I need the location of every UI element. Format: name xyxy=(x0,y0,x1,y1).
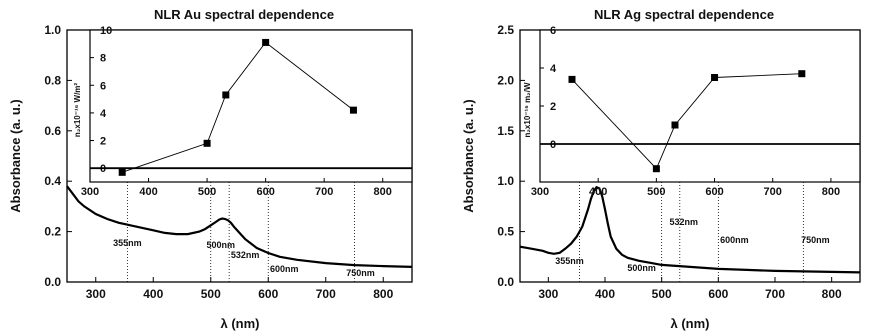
chart-ag-xlabel: λ (nm) xyxy=(671,316,710,331)
inset-data-point xyxy=(568,75,576,83)
chart-ag-title: NLR Ag spectral dependence xyxy=(594,7,774,22)
inset-x-tick-label: 700 xyxy=(315,186,333,198)
chart-au-inset-frame xyxy=(89,29,413,183)
inset-x-tick-label: 500 xyxy=(198,186,216,198)
inset-x-tick-label: 700 xyxy=(764,186,782,198)
inset-y-tick-label: 6 xyxy=(550,25,556,37)
chart-ag-panel: NLR Ag spectral dependence Absorbance (a… xyxy=(461,7,861,331)
inset-y-tick-label: 2 xyxy=(550,101,556,113)
chart-au-inset: 300 400 500 600 700 800 0 2 4 6 8 10 xyxy=(81,25,412,198)
chart-au-xlabel: λ (nm) xyxy=(221,316,260,331)
chart-au-panel: NLR Au spectral dependence Absorbance (a… xyxy=(8,7,413,331)
inset-y-tick-label: 4 xyxy=(550,63,557,75)
inset-data-point xyxy=(711,74,719,81)
inset-x-tick-label: 300 xyxy=(531,186,549,198)
chart-au-ylabel: Absorbance (a. u.) xyxy=(8,99,23,212)
chart-ag-inset-ylabel: n₂x10⁻¹⁶ m₂/W xyxy=(523,82,532,137)
chart-ag-ylabel: Absorbance (a. u.) xyxy=(461,99,476,212)
wavelength-label: 355nm xyxy=(113,238,142,248)
chart-ag-ticks: 300 400 500 600 700 800 0.0 0.5 1.0 1.5 2.0 2.5 xyxy=(497,23,842,301)
chart-ag-inset: 300 400 500 600 700 800 0 2 4 6 xyxy=(531,25,860,198)
inset-x-tick-label: 400 xyxy=(139,186,157,198)
inset-data-point xyxy=(652,165,660,173)
inset-y-tick-label: 8 xyxy=(100,53,106,65)
y-tick-label: 2.0 xyxy=(497,73,514,87)
y-tick-label: 0.0 xyxy=(44,275,61,289)
inset-x-tick-label: 800 xyxy=(374,186,392,198)
inset-y-tick-label: 4 xyxy=(100,108,107,120)
wavelength-label: 500nm xyxy=(627,263,656,273)
x-tick-label: 800 xyxy=(822,287,842,301)
chart-au-inset-ylabel: n₂x10⁻¹⁶ W/m² xyxy=(73,83,82,137)
inset-x-tick-label: 500 xyxy=(647,186,665,198)
wavelength-label: 355nm xyxy=(555,256,584,266)
x-tick-label: 600 xyxy=(708,287,728,301)
chart-ag-absorbance-line xyxy=(519,185,861,274)
y-tick-label: 0.6 xyxy=(44,124,61,138)
inset-x-tick-label: 300 xyxy=(81,186,99,198)
x-tick-label: 600 xyxy=(258,287,278,301)
y-tick-label: 1.0 xyxy=(44,23,61,37)
y-tick-label: 0.2 xyxy=(44,225,61,239)
inset-x-tick-label: 600 xyxy=(705,186,723,198)
y-tick-label: 0.8 xyxy=(44,73,61,87)
chart-au-absorbance-line xyxy=(66,185,413,268)
y-tick-label: 0.5 xyxy=(497,225,514,239)
y-tick-label: 0.0 xyxy=(497,275,514,289)
chart-ag-inset-frame xyxy=(539,29,861,183)
wavelength-label: 600nm xyxy=(720,235,749,245)
y-tick-label: 1.5 xyxy=(497,124,514,138)
x-tick-label: 400 xyxy=(595,287,615,301)
inset-y-tick-label: 2 xyxy=(100,136,106,148)
x-tick-label: 500 xyxy=(652,287,672,301)
wavelength-label: 500nm xyxy=(206,240,235,250)
wavelength-label: 600nm xyxy=(270,264,299,274)
x-tick-label: 800 xyxy=(373,287,393,301)
y-tick-label: 0.4 xyxy=(44,174,61,188)
wavelength-label: 750nm xyxy=(801,235,830,245)
x-tick-label: 700 xyxy=(316,287,336,301)
x-tick-label: 700 xyxy=(765,287,785,301)
x-tick-label: 300 xyxy=(538,287,558,301)
chart-ag-annotations: 355nm 500nm 532nm 600nm 750nm xyxy=(555,182,830,282)
inset-data-point xyxy=(798,70,806,78)
y-tick-label: 2.5 xyxy=(497,23,514,37)
inset-x-tick-label: 400 xyxy=(589,186,607,198)
inset-data-point xyxy=(262,38,270,46)
x-tick-label: 400 xyxy=(143,287,163,301)
inset-y-tick-label: 6 xyxy=(100,80,106,92)
inset-data-point xyxy=(222,91,230,99)
wavelength-label: 532nm xyxy=(670,217,699,227)
wavelength-label: 532nm xyxy=(231,250,260,260)
inset-y-tick-label: 0 xyxy=(550,139,556,151)
wavelength-label: 750nm xyxy=(346,268,375,278)
inset-x-tick-label: 600 xyxy=(256,186,274,198)
inset-y-tick-label: 0 xyxy=(100,163,106,175)
inset-data-point xyxy=(349,106,357,114)
x-tick-label: 300 xyxy=(86,287,106,301)
chart-au-title: NLR Au spectral dependence xyxy=(154,7,334,22)
y-tick-label: 1.0 xyxy=(497,174,514,188)
inset-data-point xyxy=(671,121,679,129)
inset-data-point xyxy=(118,168,126,176)
inset-x-tick-label: 800 xyxy=(822,186,840,198)
chart-au-ticks: 300 400 500 600 700 800 0.0 0.2 0.4 0.6 0.8 1.0 xyxy=(44,23,393,301)
inset-y-tick-label: 10 xyxy=(100,25,112,37)
x-tick-label: 500 xyxy=(201,287,221,301)
inset-data-point xyxy=(203,139,211,147)
